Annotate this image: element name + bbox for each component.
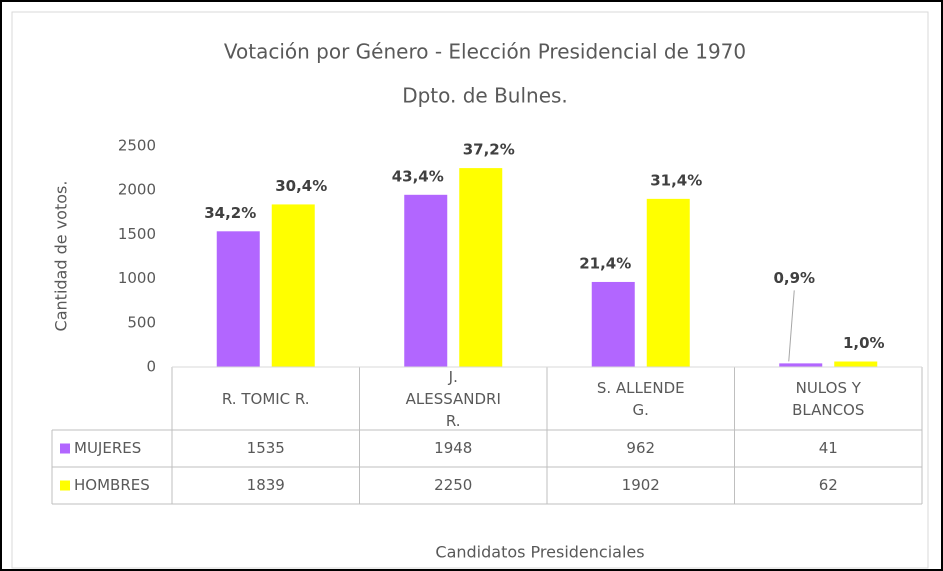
legend-key — [60, 480, 70, 491]
data-label: 43,4% — [392, 167, 444, 185]
data-label: 21,4% — [579, 254, 631, 272]
table-value: 1902 — [622, 476, 660, 494]
data-label: 31,4% — [650, 171, 702, 189]
bar — [591, 281, 635, 367]
table-value: 62 — [819, 476, 838, 494]
x-tick-label: J. ALESSANDRI R. — [405, 367, 501, 430]
y-tick-label: 2500 — [118, 137, 156, 155]
bar — [834, 361, 878, 367]
table-value: 962 — [626, 439, 655, 457]
y-tick-label: 0 — [146, 358, 156, 376]
y-tick-label: 2000 — [118, 181, 156, 199]
data-label: 34,2% — [204, 204, 256, 222]
data-label: 30,4% — [275, 177, 327, 195]
legend-key — [60, 443, 70, 454]
table-value: 1535 — [247, 439, 285, 457]
table-value: 41 — [819, 439, 838, 457]
chart-subtitle: Dpto. de Bulnes. — [402, 84, 568, 108]
y-tick-label: 1500 — [118, 225, 156, 243]
legend-label: MUJERES — [74, 439, 141, 457]
x-tick-label: S. ALLENDE G. — [596, 378, 685, 419]
table-value: 1839 — [247, 476, 285, 494]
table-value: 2250 — [434, 476, 472, 494]
y-tick-label: 500 — [127, 313, 156, 331]
leader-line — [788, 290, 795, 362]
x-axis-title: Candidatos Presidenciales — [435, 543, 644, 562]
bar — [779, 363, 823, 367]
bar — [459, 168, 503, 367]
x-tick-label-box: NULOS Y BLANCOS — [792, 378, 865, 419]
table-value: 1948 — [434, 439, 472, 457]
bar — [216, 231, 260, 367]
data-label: 1,0% — [843, 334, 885, 352]
data-label: 37,2% — [463, 141, 515, 159]
x-tick-label-box: R. TOMIC R. — [221, 389, 310, 408]
bar — [271, 204, 315, 367]
x-tick-label: R. TOMIC R. — [221, 389, 310, 408]
x-tick-label-box: S. ALLENDE G. — [596, 378, 685, 419]
y-tick-label: 1000 — [118, 269, 156, 287]
x-tick-label-box: J. ALESSANDRI R. — [405, 367, 501, 430]
bar — [404, 194, 448, 367]
legend-label: HOMBRES — [74, 476, 150, 494]
chart-title: Votación por Género - Elección Presidenc… — [224, 40, 746, 64]
y-axis-title: Cantidad de votos. — [52, 181, 71, 332]
x-tick-label: NULOS Y BLANCOS — [792, 378, 865, 419]
bar — [646, 198, 690, 367]
data-label: 0,9% — [773, 269, 815, 287]
